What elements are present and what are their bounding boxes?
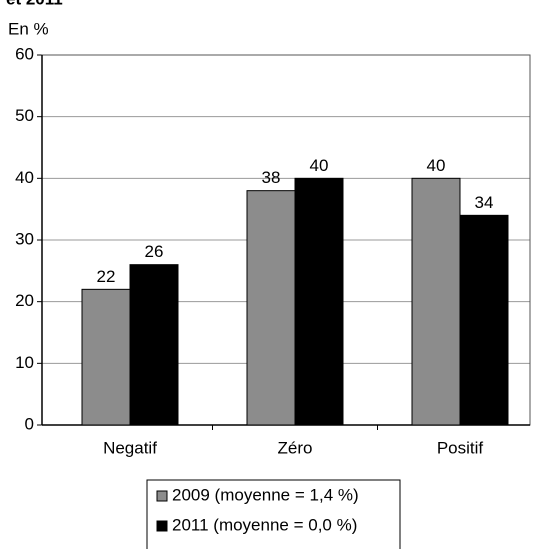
legend-swatch xyxy=(156,520,168,532)
x-tick-label: Negatif xyxy=(103,438,157,457)
legend-box xyxy=(146,479,401,549)
value-label: 34 xyxy=(475,193,494,212)
chart-title: et 2011 xyxy=(6,0,63,8)
y-tick-label: 60 xyxy=(15,44,34,63)
bar xyxy=(129,264,179,426)
y-tick-label: 10 xyxy=(15,353,34,372)
legend-label: 2011 (moyenne = 0,0 %) xyxy=(172,515,357,534)
y-axis-label: En % xyxy=(8,19,49,38)
bar xyxy=(246,190,296,426)
value-label: 26 xyxy=(145,242,164,261)
bar xyxy=(81,288,131,426)
value-label: 40 xyxy=(310,156,329,175)
x-tick-label: Zéro xyxy=(278,438,313,457)
x-tick-label: Positif xyxy=(437,438,484,457)
value-label: 40 xyxy=(427,156,446,175)
value-label: 22 xyxy=(97,267,116,286)
y-tick-label: 20 xyxy=(15,291,34,310)
bar xyxy=(294,177,344,426)
legend-swatch xyxy=(156,490,168,502)
y-tick-label: 0 xyxy=(25,414,34,433)
bar xyxy=(459,214,509,426)
bar xyxy=(411,177,461,426)
y-tick-label: 40 xyxy=(15,168,34,187)
legend-label: 2009 (moyenne = 1,4 %) xyxy=(172,485,359,504)
value-label: 38 xyxy=(262,168,281,187)
y-tick-label: 50 xyxy=(15,106,34,125)
y-tick-label: 30 xyxy=(15,229,34,248)
